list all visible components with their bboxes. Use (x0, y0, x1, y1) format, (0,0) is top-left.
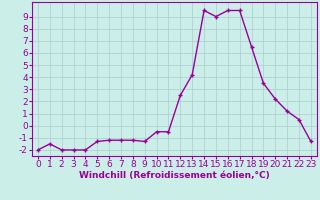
X-axis label: Windchill (Refroidissement éolien,°C): Windchill (Refroidissement éolien,°C) (79, 171, 270, 180)
